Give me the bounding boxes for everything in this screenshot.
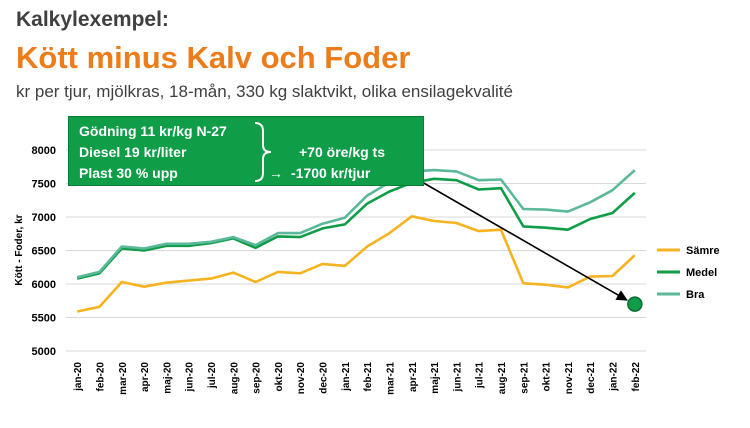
legend-label: Bra — [686, 289, 705, 301]
x-tick-label: okt-21 — [542, 362, 553, 392]
x-tick-label: maj-21 — [430, 362, 441, 394]
x-tick-label: feb-21 — [363, 362, 374, 392]
y-axis-ticks: 5000 5500 6000 6500 7000 7500 8000 — [32, 145, 56, 358]
series-lines — [76, 168, 636, 313]
callout-line-fertilizer: Gödning 11 kr/kg N-27 — [79, 123, 227, 139]
x-tick-label: jul-21 — [475, 362, 486, 390]
series-line-bra — [76, 168, 636, 279]
callout-result-per-bull: → -1700 kr/tjur — [269, 165, 370, 181]
x-tick-label: jan-21 — [341, 362, 352, 392]
callout-line-plastic: Plast 30 % upp — [79, 165, 178, 181]
x-tick-label: jan-22 — [609, 362, 620, 392]
y-tick-label: 6500 — [32, 246, 56, 258]
y-tick-label: 7500 — [32, 179, 56, 191]
y-tick-label: 5000 — [32, 346, 56, 358]
kicker-title: Kalkylexempel: — [16, 8, 169, 31]
x-tick-label: jun-21 — [452, 362, 463, 393]
subtitle: kr per tjur, mjölkras, 18-mån, 330 kg sl… — [16, 82, 513, 101]
series-line-medel — [76, 177, 636, 280]
x-tick-label: dec-21 — [586, 362, 597, 394]
x-tick-label: maj-20 — [162, 362, 173, 394]
x-tick-label: nov-20 — [296, 362, 307, 395]
legend-label: Medel — [686, 267, 717, 279]
end-point-marker — [627, 296, 643, 312]
callout-result-value: -1700 kr/tjur — [291, 165, 371, 181]
page-title: Kött minus Kalv och Foder — [16, 40, 411, 75]
x-axis-ticks: jan-20 feb-20 mar-20 apr-20 maj-20 jun-20 jul-… — [73, 362, 642, 395]
x-tick-label: jul-20 — [207, 362, 218, 390]
y-tick-label: 8000 — [32, 145, 56, 157]
legend-label: Sämre — [686, 245, 720, 257]
y-tick-label: 5500 — [32, 313, 56, 325]
x-tick-label: apr-20 — [140, 362, 151, 392]
x-tick-label: aug-20 — [229, 362, 240, 395]
x-tick-label: jun-20 — [185, 362, 196, 393]
x-tick-label: okt-20 — [274, 362, 285, 392]
x-tick-label: feb-20 — [95, 362, 106, 392]
callout-box: Gödning 11 kr/kg N-27 Diesel 19 kr/liter… — [68, 116, 424, 186]
callout-result-feed-cost: +70 öre/kg ts — [299, 144, 385, 160]
x-tick-label: mar-20 — [118, 362, 129, 395]
x-tick-label: dec-20 — [319, 362, 330, 394]
x-tick-label: sep-21 — [519, 362, 530, 394]
x-tick-label: jan-20 — [73, 362, 84, 392]
curly-brace-icon — [254, 122, 272, 182]
legend: Sämre Medel Bra — [657, 245, 720, 301]
y-tick-label: 7000 — [32, 212, 56, 224]
annotations — [411, 175, 643, 312]
right-arrow-icon: → — [269, 165, 283, 181]
y-tick-label: 6000 — [32, 279, 56, 291]
x-tick-label: apr-21 — [408, 362, 419, 392]
x-tick-label: feb-22 — [631, 362, 642, 392]
callout-line-diesel: Diesel 19 kr/liter — [79, 144, 187, 160]
y-axis-label: Kött - Foder, kr — [14, 214, 25, 285]
x-tick-label: mar-21 — [385, 362, 396, 395]
trend-arrow — [411, 175, 628, 301]
series-line-sämre — [76, 215, 636, 313]
x-tick-label: sep-20 — [252, 362, 263, 394]
x-tick-label: nov-21 — [564, 362, 575, 395]
x-tick-label: aug-21 — [497, 362, 508, 395]
